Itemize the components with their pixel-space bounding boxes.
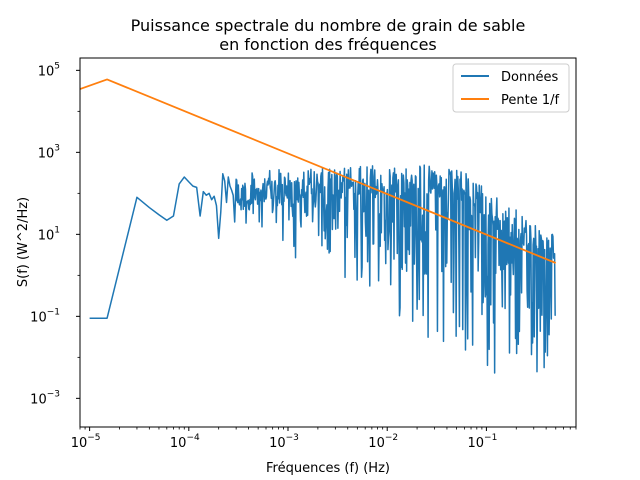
- y-axis-label: S(f) (W^2/Hz): [16, 197, 31, 287]
- series-line-pente: [80, 78, 557, 264]
- legend-label-donnees: Données: [501, 70, 558, 85]
- legend: Données Pente 1/f: [452, 63, 570, 113]
- series-layer: [80, 78, 557, 374]
- series-line-donnees: [89, 164, 556, 374]
- chart-title-line-2: en fonction des fréquences: [219, 35, 437, 54]
- x-axis-ticks: 10−5 10−4 10−3 10−2 10−1: [71, 427, 577, 451]
- legend-label-pente: Pente 1/f: [501, 93, 559, 108]
- x-axis-label: Fréquences (f) (Hz): [266, 461, 390, 476]
- axes-frame: [79, 57, 577, 428]
- chart-title-line-1: Puissance spectrale du nombre de grain d…: [131, 16, 526, 35]
